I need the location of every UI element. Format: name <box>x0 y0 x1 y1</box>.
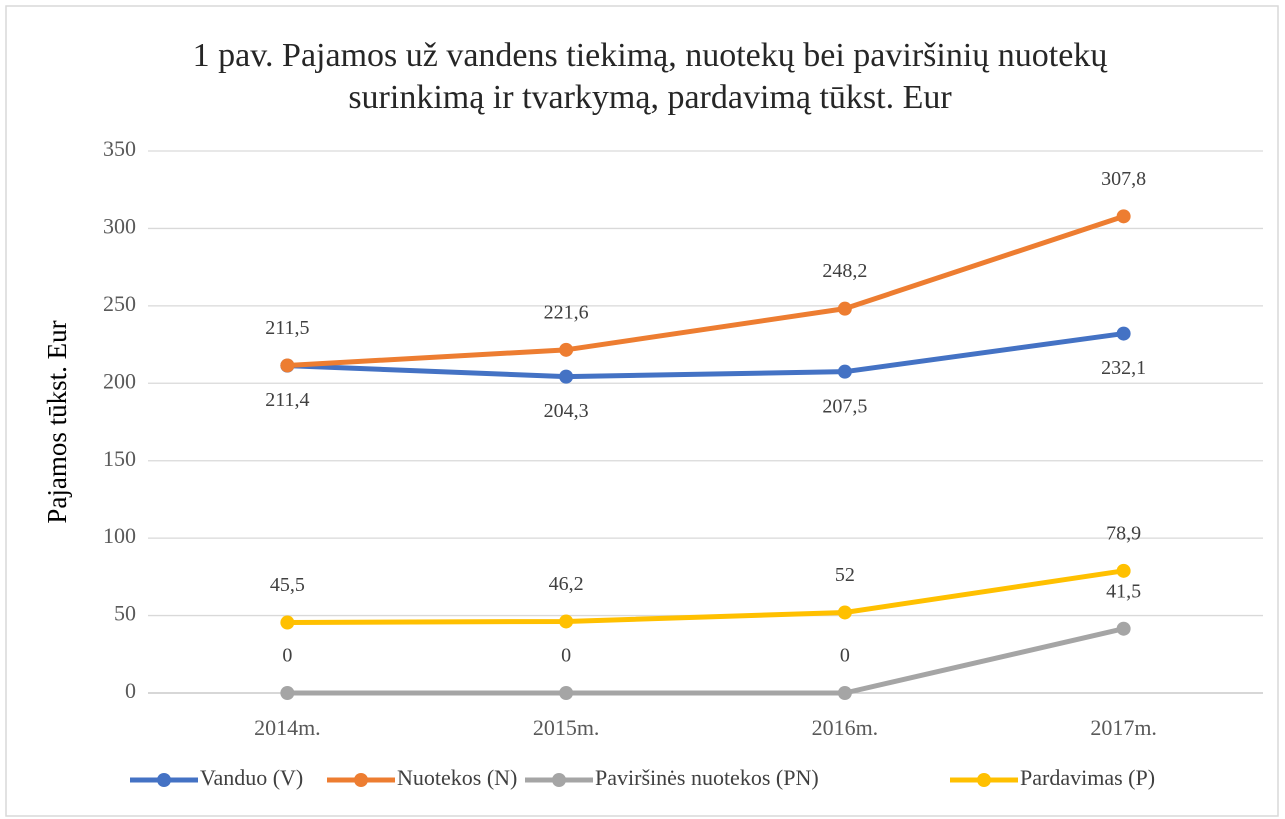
legend-marker <box>157 773 171 787</box>
legend-label: Vanduo (V) <box>200 765 303 790</box>
data-point <box>559 342 574 357</box>
data-label: 41,5 <box>1106 580 1141 602</box>
data-point <box>1116 621 1131 636</box>
x-tick-label: 2014m. <box>254 715 321 740</box>
data-point <box>837 605 852 620</box>
data-label: 78,9 <box>1106 522 1141 544</box>
data-point <box>280 686 295 700</box>
y-tick-label: 250 <box>103 291 136 316</box>
data-label: 52 <box>835 564 855 586</box>
legend-marker <box>977 773 991 787</box>
data-label: 307,8 <box>1101 168 1146 190</box>
series-line <box>284 626 1127 696</box>
data-label: 232,1 <box>1101 357 1146 379</box>
chart-title: surinkimą ir tvarkymą, pardavimą tūkst. … <box>348 79 952 116</box>
legend-marker <box>552 773 566 787</box>
data-label: 0 <box>840 645 850 667</box>
series-line <box>284 331 1127 380</box>
data-label: 211,5 <box>265 317 309 339</box>
data-point <box>559 369 574 384</box>
data-point <box>559 686 574 700</box>
data-label: 211,4 <box>265 389 309 411</box>
data-point <box>1116 209 1131 224</box>
legend-label: Paviršinės nuotekos (PN) <box>595 765 819 790</box>
legend-marker <box>354 773 368 787</box>
y-tick-label: 100 <box>103 523 136 548</box>
y-tick-label: 350 <box>103 136 136 161</box>
data-label: 45,5 <box>270 574 305 596</box>
data-label: 248,2 <box>822 260 867 282</box>
y-tick-label: 200 <box>103 368 136 393</box>
legend-label: Pardavimas (P) <box>1020 765 1155 790</box>
x-tick-label: 2017m. <box>1090 715 1157 740</box>
y-axis-label: Pajamos tūkst. Eur <box>42 320 72 523</box>
data-label: 207,5 <box>822 395 867 417</box>
data-point <box>559 614 574 629</box>
chart-title: 1 pav. Pajamos už vandens tiekimą, nuote… <box>193 37 1109 74</box>
data-point <box>837 364 852 379</box>
data-label: 0 <box>282 645 292 667</box>
chart-border <box>5 5 1279 817</box>
data-point <box>1116 563 1131 578</box>
legend-label: Nuotekos (N) <box>397 765 517 790</box>
data-label: 204,3 <box>544 400 589 422</box>
y-tick-label: 150 <box>103 446 136 471</box>
data-label: 46,2 <box>549 573 584 595</box>
data-point <box>280 615 295 630</box>
data-point <box>1116 326 1131 341</box>
data-point <box>837 686 852 700</box>
y-tick-label: 300 <box>103 213 136 238</box>
x-tick-label: 2015m. <box>533 715 600 740</box>
data-label: 0 <box>561 645 571 667</box>
series-line <box>284 213 1127 368</box>
data-point <box>280 358 295 373</box>
data-label: 221,6 <box>544 301 589 323</box>
data-point <box>837 301 852 316</box>
y-tick-label: 50 <box>114 601 136 626</box>
x-tick-label: 2016m. <box>812 715 879 740</box>
series-line <box>284 568 1127 626</box>
y-tick-label: 0 <box>125 678 136 703</box>
